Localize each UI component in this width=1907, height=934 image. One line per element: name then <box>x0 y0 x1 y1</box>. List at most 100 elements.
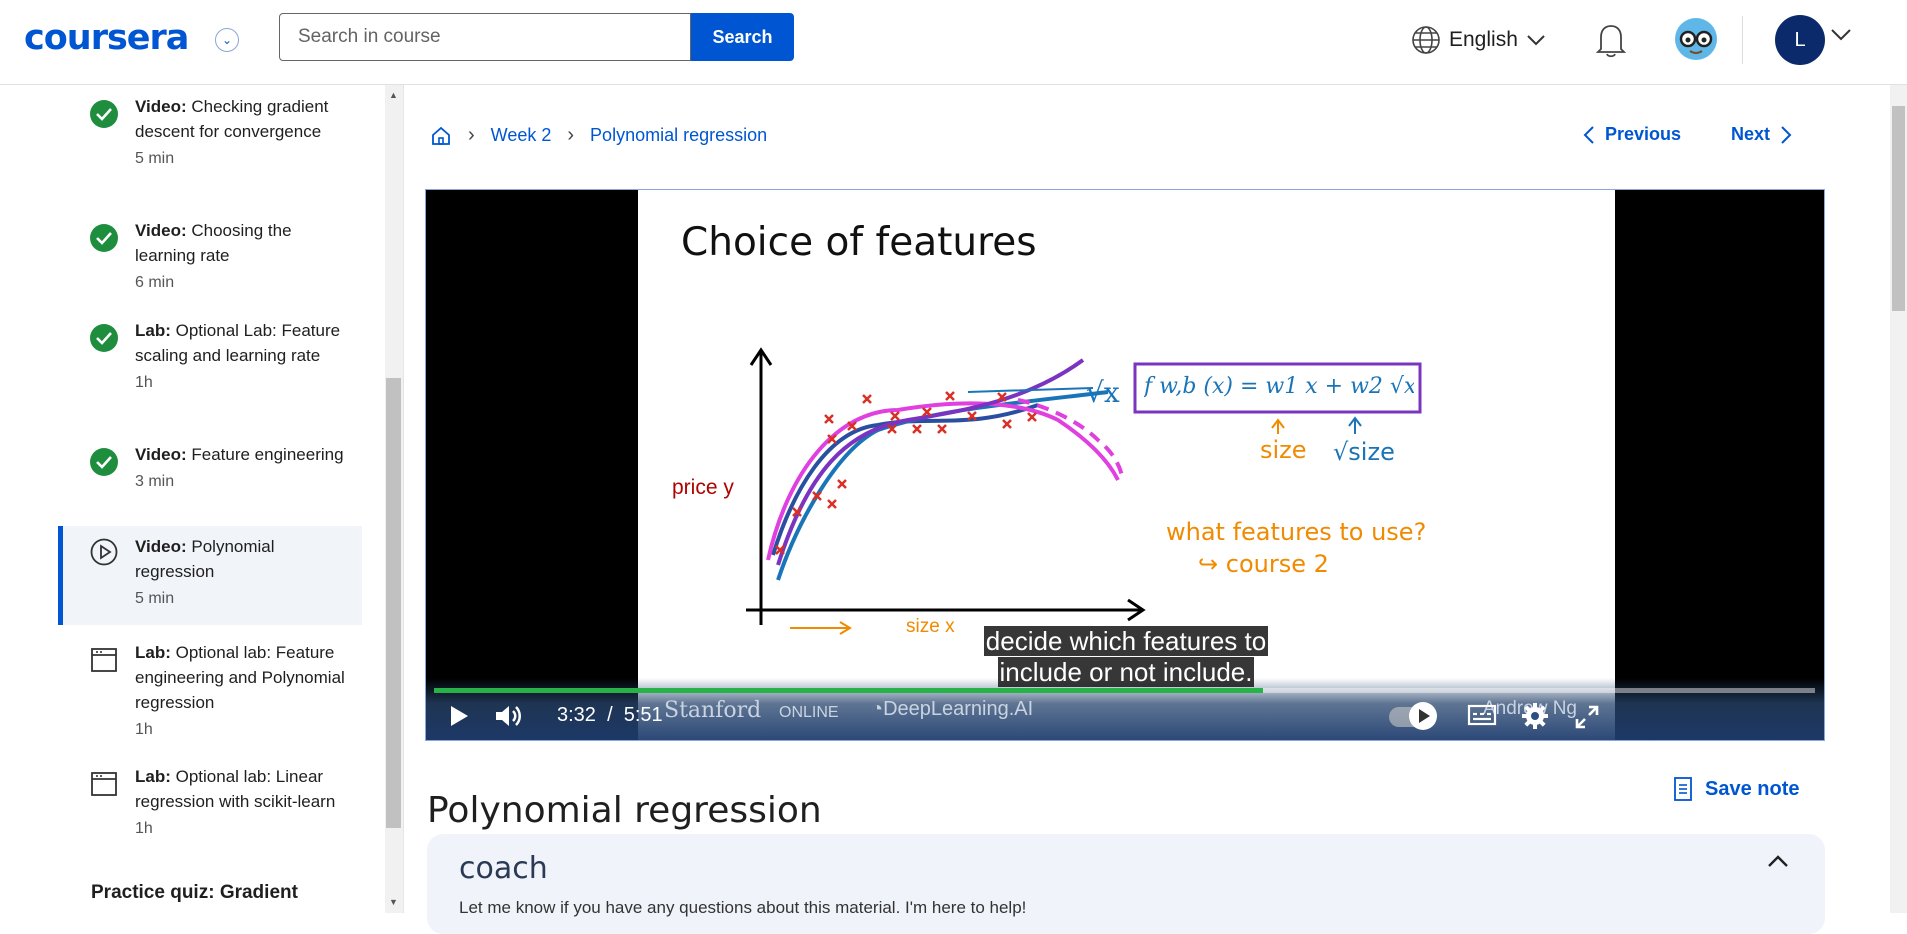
coach-message: Let me know if you have any questions ab… <box>459 898 1027 917</box>
chevron-down-icon <box>1527 35 1545 46</box>
captions-icon[interactable] <box>1467 704 1497 728</box>
item-type: Video: <box>135 445 187 464</box>
breadcrumb-week[interactable]: Week 2 <box>490 125 552 145</box>
header-divider <box>1742 16 1743 64</box>
item-duration: 1h <box>135 721 153 738</box>
play-circle-icon <box>90 538 118 566</box>
item-title: Feature engineering <box>191 445 344 464</box>
previous-button[interactable]: Previous <box>1583 124 1681 145</box>
sidebar-item-feature-engineering[interactable]: Video: Feature engineering 3 min <box>58 438 362 532</box>
course-sidebar: Video: Checking gradient descent for con… <box>0 85 388 913</box>
check-circle-icon <box>90 100 118 128</box>
item-title: Optional Lab: Feature scaling and learni… <box>135 321 341 365</box>
scroll-up-icon[interactable]: ▲ <box>389 90 398 100</box>
check-circle-icon <box>90 324 118 352</box>
chevron-down-icon[interactable]: ⌄ <box>215 28 239 52</box>
current-time: 3:32 <box>557 704 596 726</box>
chevron-up-icon[interactable] <box>1767 854 1789 868</box>
item-type: Video: <box>135 97 187 116</box>
slide-plot <box>746 347 1422 635</box>
item-duration: 1h <box>135 820 153 837</box>
sidebar-item-learning-rate[interactable]: Video: Choosing the learning rate 6 min <box>58 214 362 308</box>
sqrt-x-label: √x <box>1086 376 1120 409</box>
sqrt-size-annotation: √size <box>1333 438 1395 466</box>
save-note-button[interactable]: Save note <box>1673 776 1799 802</box>
time-separator: / <box>607 704 613 726</box>
sidebar-item-checking-gradient[interactable]: Video: Checking gradient descent for con… <box>58 90 362 200</box>
language-selector[interactable]: English <box>1411 24 1546 56</box>
breadcrumb-current[interactable]: Polynomial regression <box>590 125 768 145</box>
time-display: 3:32 / 5:51 <box>557 704 663 727</box>
brand-dlai-text: DeepLearning.AI <box>883 698 1034 720</box>
item-duration: 3 min <box>135 473 175 490</box>
item-type: Video: <box>135 221 187 240</box>
size-annotation: size <box>1260 436 1307 464</box>
total-duration: 5:51 <box>623 704 663 726</box>
home-icon[interactable] <box>430 125 452 147</box>
note-icon <box>1674 777 1692 801</box>
fullscreen-icon[interactable] <box>1574 704 1600 730</box>
page-scrollbar-thumb[interactable] <box>1892 106 1905 311</box>
search-button[interactable]: Search <box>691 13 794 61</box>
sidebar-item-polynomial-lab[interactable]: Lab: Optional lab: Feature engineering a… <box>58 636 362 756</box>
previous-label: Previous <box>1605 124 1682 144</box>
lab-window-icon <box>91 648 117 672</box>
item-title: Optional lab: Feature engineering and Po… <box>135 643 345 712</box>
data-points <box>775 391 1037 555</box>
chevron-left-icon <box>1583 125 1594 144</box>
caption-line-2: include or not include. <box>997 657 1255 687</box>
check-circle-icon <box>90 224 118 252</box>
axis-y-label: price y <box>672 476 734 499</box>
volume-icon[interactable] <box>494 702 524 730</box>
chevron-right-icon: › <box>468 124 475 146</box>
autoplay-play-icon <box>1409 702 1437 730</box>
settings-gear-icon[interactable] <box>1521 702 1549 730</box>
item-type: Lab: <box>135 767 171 786</box>
coursera-logo[interactable]: coursera <box>24 18 189 58</box>
globe-icon <box>1412 26 1440 54</box>
next-label: Next <box>1731 124 1771 144</box>
item-duration: 5 min <box>135 590 175 607</box>
item-title: Choosing the learning rate <box>135 221 292 265</box>
course-2-text: course 2 <box>1225 550 1329 578</box>
item-title: Polynomial regression <box>135 537 275 581</box>
scroll-down-icon[interactable]: ▼ <box>389 897 398 907</box>
slide-title: Choice of features <box>681 220 1037 265</box>
formula: f w,b (x) = w1 x + w2 √x + b <box>1144 374 1414 399</box>
check-circle-icon <box>90 448 118 476</box>
sidebar-item-polynomial-regression[interactable]: Video: Polynomial regression 5 min <box>58 526 362 625</box>
lab-window-icon <box>91 772 117 796</box>
caption-line-1: decide which features to <box>983 626 1269 656</box>
bell-icon[interactable] <box>1594 22 1628 58</box>
save-note-label: Save note <box>1705 777 1800 800</box>
video-player[interactable]: Choice of features <box>425 189 1825 741</box>
coach-title: coach <box>459 851 548 886</box>
avatar[interactable]: L <box>1775 15 1825 65</box>
item-type: Video: <box>135 537 187 556</box>
search-input[interactable] <box>279 13 691 61</box>
video-progress-fill <box>434 688 1263 693</box>
axis-x-label: size x <box>906 616 955 637</box>
sidebar-section-practice-quiz[interactable]: Practice quiz: Gradient <box>91 882 298 903</box>
sidebar-divider <box>403 85 404 913</box>
handwritten-course: ↪ course 2 <box>1198 550 1329 578</box>
breadcrumb: › Week 2 › Polynomial regression <box>430 124 767 147</box>
handwritten-question: what features to use? <box>1166 518 1427 546</box>
item-duration: 1h <box>135 374 153 391</box>
next-button[interactable]: Next <box>1731 124 1792 145</box>
video-caption: decide which features to include or not … <box>976 626 1276 688</box>
item-type: Lab: <box>135 321 171 340</box>
coach-panel: coach Let me know if you have any questi… <box>427 834 1825 934</box>
sidebar-item-scikit-learn-lab[interactable]: Lab: Optional lab: Linear regression wit… <box>58 760 362 880</box>
item-duration: 5 min <box>135 150 175 167</box>
chevron-right-icon: › <box>567 124 575 146</box>
coach-avatar-icon[interactable] <box>1674 17 1718 61</box>
sidebar-scrollbar-thumb[interactable] <box>386 378 401 828</box>
item-title: Optional lab: Linear regression with sci… <box>135 767 336 811</box>
brand-online: ONLINE <box>779 704 839 721</box>
sidebar-item-feature-scaling-lab[interactable]: Lab: Optional Lab: Feature scaling and l… <box>58 314 362 426</box>
chevron-down-icon[interactable] <box>1830 28 1852 42</box>
chevron-right-icon <box>1781 125 1792 144</box>
play-icon[interactable] <box>448 704 470 728</box>
top-header: coursera ⌄ Search English L <box>0 0 1907 85</box>
